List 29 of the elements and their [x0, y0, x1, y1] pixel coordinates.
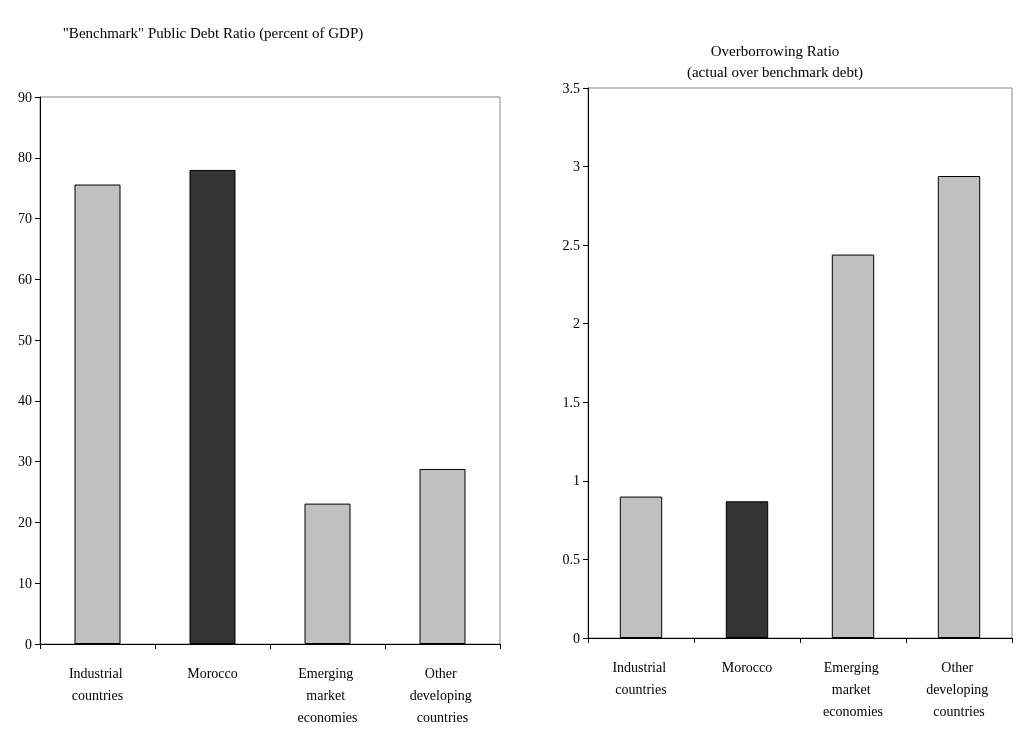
y-tick-label: 0: [25, 636, 32, 652]
chart-title: "Benchmark" Public Debt Ratio (percent of GDP): [62, 24, 364, 42]
y-tick-label: 0: [573, 630, 580, 646]
x-tick-label: Industrial countries: [68, 665, 127, 703]
x-tick-label: Other developing countries: [926, 659, 992, 719]
y-tick-label: 3.5: [562, 80, 580, 96]
chart-subtitle: (actual over benchmark debt): [686, 63, 864, 81]
y-tick-label: 0.5: [562, 551, 580, 567]
y-tick-label: 1.5: [562, 394, 580, 410]
x-tick-label: Emerging market economies: [823, 659, 883, 719]
y-tick-label: 90: [18, 89, 32, 105]
y-tick-label: 80: [18, 150, 32, 166]
y-tick-label: 2.5: [562, 237, 580, 253]
x-tick-label: Emerging market economies: [297, 665, 358, 725]
y-tick-label: 50: [18, 332, 32, 348]
y-tick-label: 40: [18, 393, 32, 409]
y-tick-label: 1: [573, 473, 580, 489]
y-tick-label: 70: [18, 211, 32, 227]
x-tick-label: Morocco: [187, 665, 238, 681]
chart-title: Overborrowing Ratio: [710, 42, 840, 59]
y-tick-label: 10: [18, 575, 32, 591]
x-tick-label: Industrial countries: [612, 659, 670, 697]
y-tick-label: 20: [18, 514, 32, 530]
y-tick-label: 30: [18, 454, 32, 470]
x-tick-label: Other developing countries: [409, 665, 476, 725]
y-tick-label: 2: [573, 316, 580, 332]
y-tick-label: 60: [18, 271, 32, 287]
x-tick-label: Morocco: [721, 659, 773, 675]
y-tick-label: 3: [573, 159, 580, 175]
